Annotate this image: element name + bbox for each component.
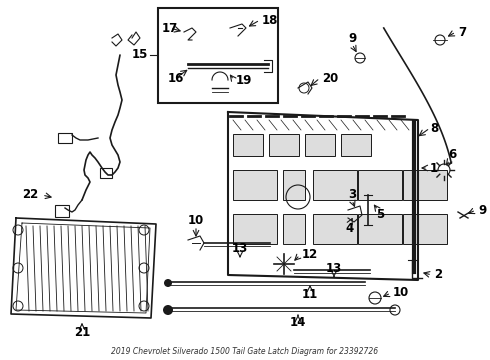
Text: 21: 21 bbox=[74, 325, 90, 338]
Bar bbox=[283, 170, 305, 200]
Circle shape bbox=[163, 305, 173, 315]
Bar bbox=[358, 214, 402, 244]
Bar bbox=[403, 214, 447, 244]
Circle shape bbox=[164, 279, 172, 287]
Bar bbox=[305, 134, 335, 156]
Text: 5: 5 bbox=[376, 208, 384, 221]
Text: 2019 Chevrolet Silverado 1500 Tail Gate Latch Diagram for 23392726: 2019 Chevrolet Silverado 1500 Tail Gate … bbox=[111, 347, 379, 356]
Text: 2: 2 bbox=[434, 269, 442, 282]
Bar bbox=[341, 134, 371, 156]
Text: 6: 6 bbox=[448, 148, 456, 162]
Text: 17: 17 bbox=[162, 22, 178, 35]
Bar bbox=[100, 168, 112, 178]
Bar bbox=[269, 134, 299, 156]
Text: 10: 10 bbox=[393, 287, 409, 300]
Text: 22: 22 bbox=[22, 189, 38, 202]
Text: 19: 19 bbox=[236, 73, 252, 86]
Bar bbox=[233, 134, 263, 156]
Text: 16: 16 bbox=[168, 72, 184, 85]
Text: 13: 13 bbox=[326, 261, 342, 274]
Bar bbox=[58, 133, 72, 143]
Text: 20: 20 bbox=[322, 72, 338, 85]
Bar bbox=[158, 8, 278, 103]
Text: 13: 13 bbox=[232, 242, 248, 255]
Bar bbox=[233, 214, 277, 244]
Bar bbox=[313, 214, 357, 244]
Text: 15: 15 bbox=[132, 49, 148, 62]
Bar bbox=[55, 205, 69, 217]
Bar bbox=[403, 170, 447, 200]
Text: 4: 4 bbox=[346, 221, 354, 234]
Text: 1: 1 bbox=[430, 162, 438, 175]
Text: 9: 9 bbox=[348, 31, 356, 45]
Text: 10: 10 bbox=[188, 213, 204, 226]
Bar bbox=[358, 170, 402, 200]
Bar bbox=[283, 214, 305, 244]
Text: 14: 14 bbox=[290, 315, 306, 328]
Text: 8: 8 bbox=[430, 122, 438, 135]
Text: 12: 12 bbox=[302, 248, 318, 261]
Text: 11: 11 bbox=[302, 288, 318, 302]
Bar bbox=[313, 170, 357, 200]
Bar bbox=[233, 170, 277, 200]
Text: 7: 7 bbox=[458, 26, 466, 39]
Text: 9: 9 bbox=[478, 203, 486, 216]
Text: 3: 3 bbox=[348, 189, 356, 202]
Text: 18: 18 bbox=[262, 13, 278, 27]
